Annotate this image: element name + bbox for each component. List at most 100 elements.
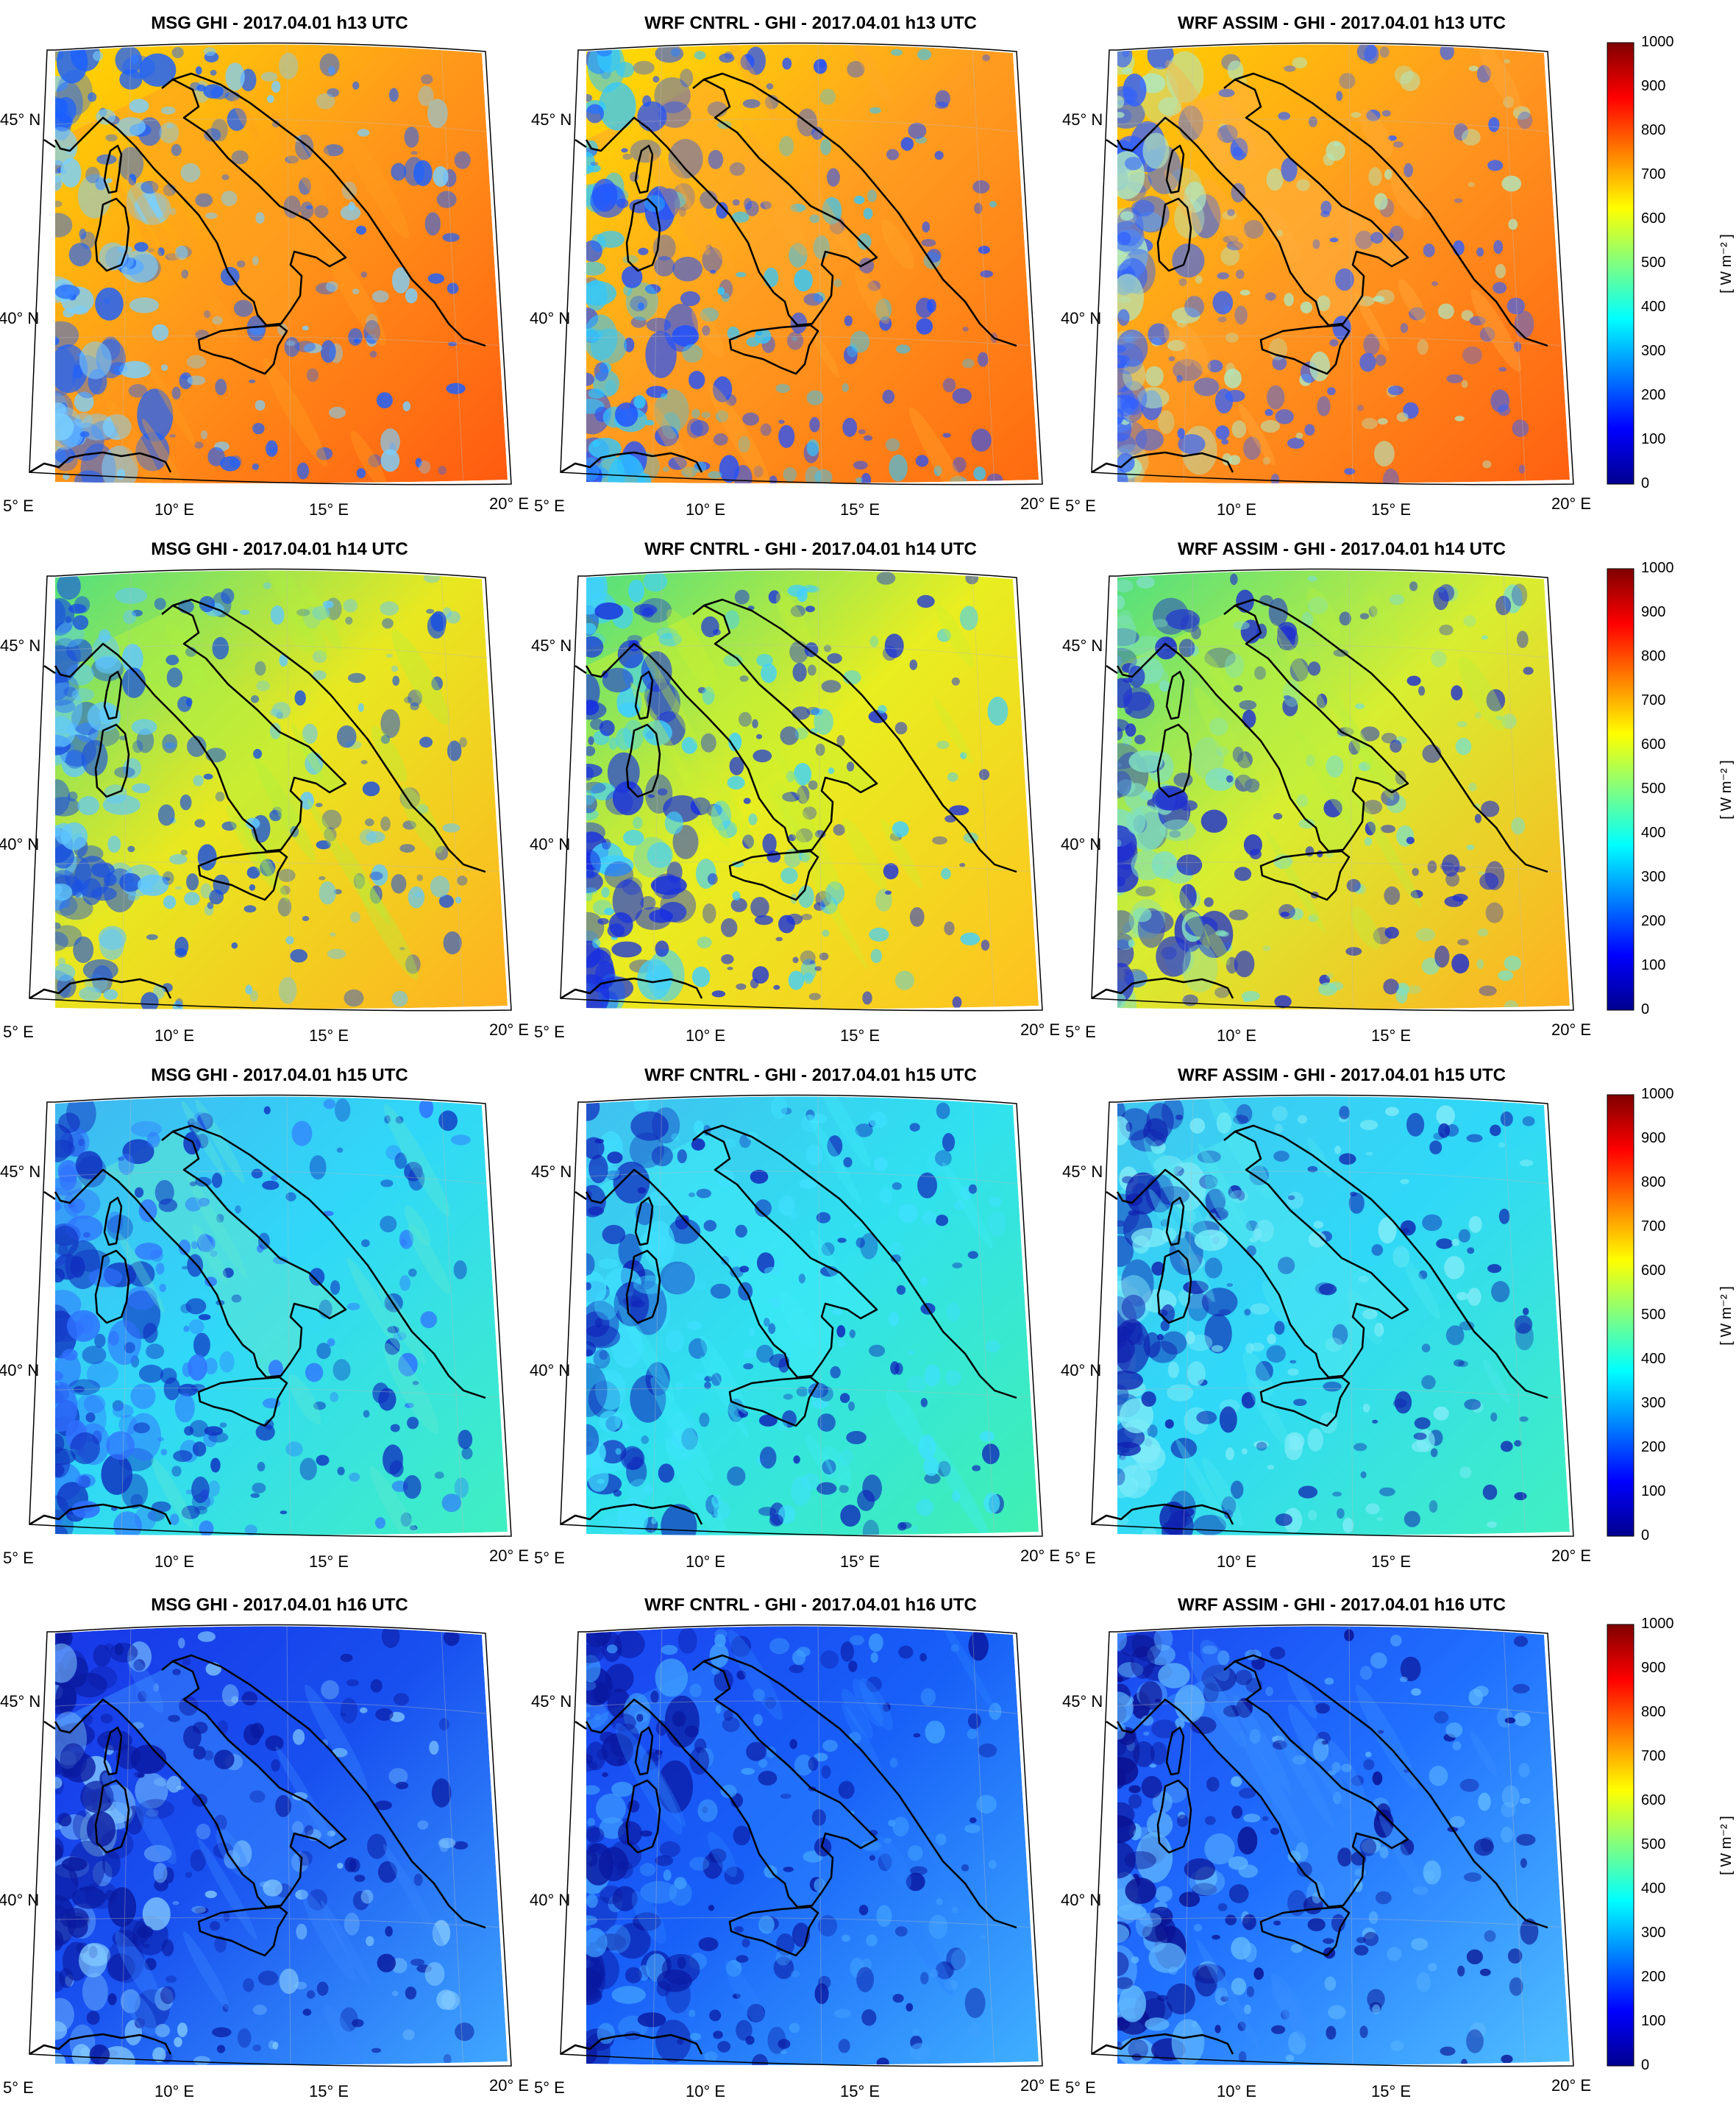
lat-label-45n: 45° N: [1062, 1162, 1103, 1181]
graticule: [586, 44, 1036, 483]
lon-label-10e: 10° E: [1217, 500, 1257, 519]
lon-label-5e: 5° E: [534, 1023, 565, 1041]
graticule: [1117, 1096, 1567, 1535]
land-tint: [55, 1661, 346, 1907]
lat-label-40n: 40° N: [1061, 1361, 1102, 1379]
colorbar-tick: 1000: [1641, 1086, 1674, 1102]
cloud-cover: [1117, 44, 1534, 483]
colorbar-tick: 400: [1641, 1880, 1666, 1897]
coastlines: [1091, 598, 1548, 1000]
map-frame: [1091, 42, 1574, 486]
colorbar-tick: 800: [1641, 1174, 1666, 1190]
lat-label-40n: 40° N: [530, 835, 571, 853]
colorbar-tick: 500: [1641, 255, 1666, 271]
lon-label-10e: 10° E: [154, 2082, 195, 2100]
colorbar-tick: 1000: [1641, 1616, 1674, 1632]
panel-title: WRF ASSIM - GHI - 2017.04.01 h14 UTC: [1178, 539, 1506, 559]
coastlines: [29, 598, 486, 1000]
colorbar-tick: 0: [1641, 475, 1650, 491]
coastlines: [29, 72, 486, 474]
lat-label-45n: 45° N: [0, 636, 41, 655]
colorbar-tick: 300: [1641, 1395, 1666, 1411]
lon-label-5e: 5° E: [1065, 497, 1096, 515]
lat-label-45n: 45° N: [1062, 636, 1103, 655]
panel-title: WRF ASSIM - GHI - 2017.04.01 h16 UTC: [1178, 1595, 1506, 1615]
map-frame: [560, 1094, 1043, 1538]
cloud-cover: [1117, 573, 1534, 1009]
lat-label-40n: 40° N: [0, 1891, 40, 1909]
lat-label-45n: 45° N: [531, 110, 572, 129]
lat-label-45n: 45° N: [1062, 110, 1103, 129]
land-tint: [1117, 79, 1408, 325]
lon-label-10e: 10° E: [686, 2082, 726, 2100]
lon-label-15e: 15° E: [309, 1026, 349, 1045]
colorbar-tick: 200: [1641, 913, 1666, 929]
panel-title: WRF CNTRL - GHI - 2017.04.01 h14 UTC: [644, 539, 977, 559]
colorbar-tick: 800: [1641, 122, 1666, 138]
coastlines: [560, 72, 1017, 474]
lon-label-15e: 15° E: [1371, 1552, 1412, 1571]
coastlines: [1091, 1654, 1548, 2056]
lat-label-40n: 40° N: [530, 1891, 571, 1909]
lon-label-5e: 5° E: [534, 2078, 565, 2097]
lon-label-15e: 15° E: [309, 500, 349, 519]
panel-title: WRF CNTRL - GHI - 2017.04.01 h13 UTC: [644, 13, 977, 33]
colorbar-unit: [ W m⁻² ]: [1718, 234, 1735, 294]
colorbar: [1607, 42, 1634, 485]
panel-title: MSG GHI - 2017.04.01 h14 UTC: [151, 539, 408, 559]
lat-label-45n: 45° N: [0, 110, 41, 129]
coastlines: [29, 1124, 486, 1526]
colorbar-tick: 700: [1641, 1748, 1666, 1764]
cloud-cover: [586, 1626, 1002, 2065]
lon-label-15e: 15° E: [309, 2082, 349, 2100]
cloud-cover: [55, 1626, 474, 2065]
ghi-map: [29, 1624, 512, 2067]
ghi-map: [1091, 1094, 1574, 1538]
colorbar-tick: 300: [1641, 869, 1666, 885]
colorbar-unit: [ W m⁻² ]: [1718, 1816, 1735, 1875]
map-frame: [560, 42, 1043, 486]
ghi-map: [29, 568, 512, 1012]
coastlines: [560, 1654, 1017, 2056]
colorbar-tick: 200: [1641, 1439, 1666, 1455]
lon-label-15e: 15° E: [840, 500, 881, 519]
graticule: [1117, 1626, 1567, 2065]
ghi-map: [560, 1094, 1043, 1538]
colorbar-tick: 600: [1641, 736, 1666, 753]
lat-label-40n: 40° N: [0, 835, 40, 853]
lon-label-20e: 20° E: [1551, 2076, 1592, 2095]
lon-label-20e: 20° E: [1020, 1020, 1061, 1039]
coastlines: [560, 598, 1017, 1000]
lon-label-15e: 15° E: [840, 1026, 881, 1045]
lon-label-10e: 10° E: [1217, 1552, 1257, 1571]
colorbar-tick: 100: [1641, 957, 1666, 973]
lon-label-5e: 5° E: [534, 1549, 565, 1567]
lon-label-10e: 10° E: [154, 500, 195, 519]
lat-label-40n: 40° N: [0, 309, 40, 327]
ghi-map: [560, 1624, 1043, 2067]
lat-label-40n: 40° N: [1061, 835, 1102, 853]
colorbar-tick: 600: [1641, 1792, 1666, 1808]
lon-label-5e: 5° E: [3, 497, 34, 515]
lat-label-40n: 40° N: [530, 1361, 571, 1379]
lat-label-40n: 40° N: [1061, 1891, 1102, 1909]
land-tint: [1117, 1661, 1408, 1907]
graticule: [55, 1096, 505, 1535]
cloud-cover: [55, 44, 471, 483]
colorbar-tick: 400: [1641, 825, 1666, 841]
lon-label-5e: 5° E: [3, 2078, 34, 2097]
lat-label-45n: 45° N: [531, 1692, 572, 1711]
cloud-cover: [55, 1096, 473, 1535]
ghi-map: [560, 568, 1043, 1012]
lat-label-40n: 40° N: [530, 309, 571, 327]
lat-label-45n: 45° N: [531, 636, 572, 655]
lon-label-10e: 10° E: [686, 1026, 726, 1045]
colorbar-tick: 400: [1641, 1351, 1666, 1367]
lon-label-20e: 20° E: [489, 2076, 530, 2095]
coastlines: [29, 1654, 486, 2056]
colorbar-tick: 500: [1641, 781, 1666, 797]
colorbar-tick: 300: [1641, 1925, 1666, 1941]
ghi-map: [29, 1094, 512, 1538]
lon-label-20e: 20° E: [1020, 2076, 1061, 2095]
lon-label-5e: 5° E: [1065, 2078, 1096, 2097]
